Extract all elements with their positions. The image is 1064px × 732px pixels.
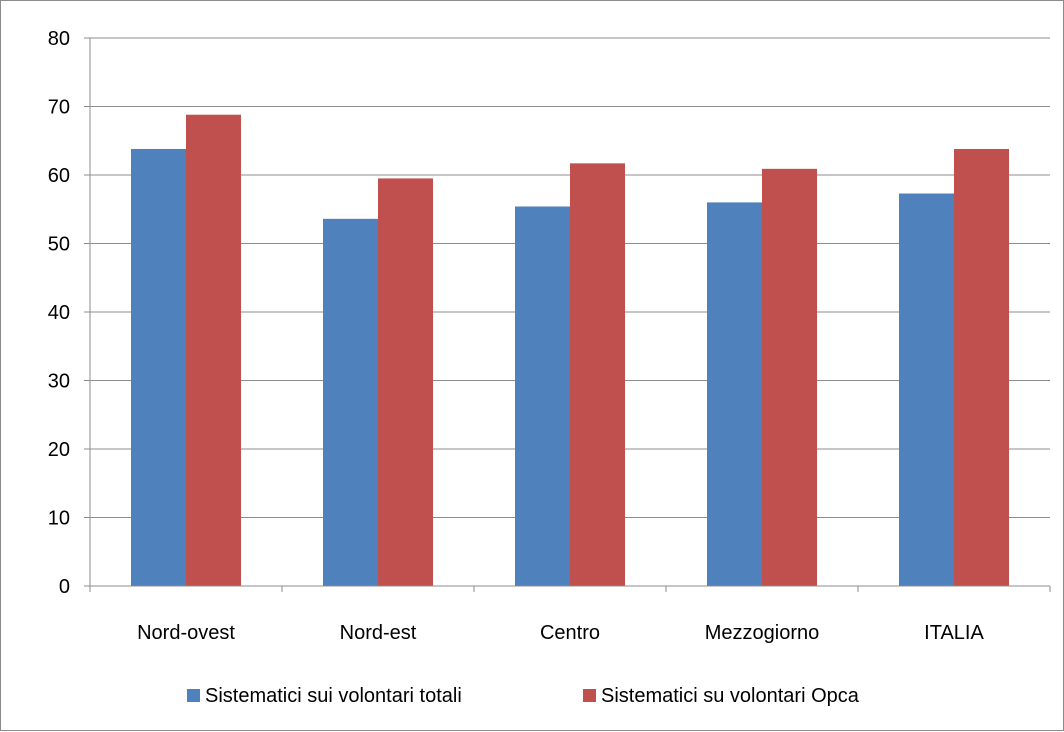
x-category-label: Mezzogiorno [705,622,820,644]
bar-opca [762,168,817,586]
legend-label: Sistematici su volontari Opca [601,685,860,707]
bar-opca [186,114,241,586]
bar-opca [378,178,433,587]
y-tick-label: 0 [59,576,70,598]
x-category-label: ITALIA [924,622,984,644]
bar-opca [570,163,625,587]
bar-opca [954,148,1009,586]
x-category-label: Nord-ovest [137,622,235,644]
x-category-label: Nord-est [340,622,417,644]
y-tick-label: 20 [48,439,70,461]
legend-swatch [583,689,596,702]
bars [131,114,1009,587]
axes: 0 10 20 30 40 50 60 70 80 Nord-ovest Nord-est Centr… [48,28,1051,644]
y-tick-label: 60 [48,165,70,187]
y-tick-label: 80 [48,28,70,50]
y-tick-label: 70 [48,97,70,119]
y-tick-label: 10 [48,508,70,530]
legend: Sistematici sui volontari totali Sistemat… [187,685,860,707]
bar-totali [131,148,186,586]
bar-totali [707,202,762,586]
legend-swatch [187,689,200,702]
y-tick-label: 50 [48,234,70,256]
y-tick-label: 40 [48,302,70,324]
bar-totali [899,193,954,586]
bar-totali [323,218,378,586]
x-category-label: Centro [540,622,600,644]
y-tick-label: 30 [48,371,70,393]
bar-totali [515,206,570,586]
legend-label: Sistematici sui volontari totali [205,685,462,707]
